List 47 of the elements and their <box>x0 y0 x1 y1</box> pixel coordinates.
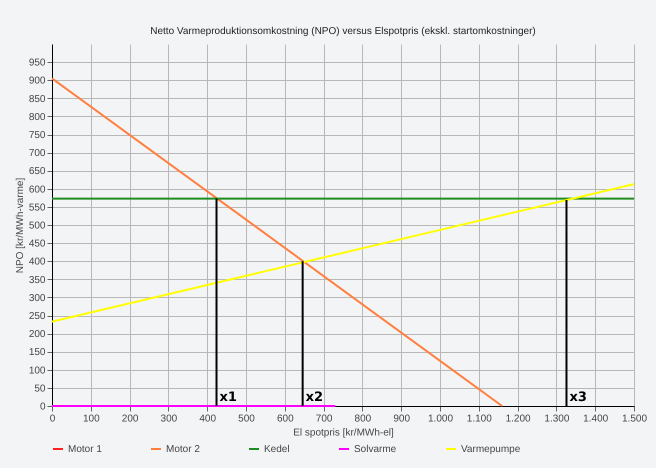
y-tick-label: 150 <box>28 347 46 358</box>
y-tick-label: 800 <box>28 112 46 123</box>
legend-label: Solvarme <box>354 444 397 455</box>
y-tick-label: 950 <box>28 58 46 69</box>
legend-label: Kedel <box>264 444 290 455</box>
y-tick-label: 0 <box>40 402 46 412</box>
y-tick-label: 200 <box>28 329 46 340</box>
x-tick-label: 0 <box>50 414 56 424</box>
x-tick-label: 1.400 <box>583 414 609 424</box>
x-tick-label: 200 <box>122 414 139 424</box>
x-tick-label: 600 <box>276 414 294 424</box>
x-tick-label: 400 <box>199 414 216 424</box>
y-tick-label: 300 <box>28 292 46 304</box>
y-tick-label: 600 <box>28 184 46 196</box>
x-axis-title: El spotpris [kr/MWh-el] <box>293 428 394 438</box>
chart-title: Netto Varmeproduktionsomkostning (NPO) versus Elspotpris (ekskl. startomkostninger) <box>150 26 536 37</box>
y-tick-label: 450 <box>28 238 46 250</box>
x-tick-label: 1.100 <box>466 414 492 424</box>
x-tick-label: 800 <box>354 414 372 424</box>
x-tick-label: 500 <box>238 414 256 424</box>
y-tick-label: 50 <box>34 383 46 394</box>
y-tick-label: 250 <box>28 311 46 322</box>
x-tick-label: 900 <box>393 414 410 424</box>
y-tick-label: 900 <box>28 76 46 87</box>
y-tick-label: 750 <box>28 130 46 141</box>
x-tick-label: 1.200 <box>506 414 532 424</box>
x-tick-label: 300 <box>160 414 178 424</box>
y-tick-label: 650 <box>28 166 46 178</box>
y-tick-label: 400 <box>28 256 46 268</box>
y-tick-label: 350 <box>28 274 46 286</box>
x-tick-label: 1.300 <box>544 414 570 424</box>
x-tick-label: 700 <box>316 414 333 424</box>
x-tick-label: 1.500 <box>622 414 648 424</box>
y-tick-label: 500 <box>28 220 46 232</box>
annotation: x1 <box>220 390 237 405</box>
annotation: x2 <box>306 390 324 405</box>
y-tick-label: 100 <box>28 365 46 376</box>
x-tick-label: 100 <box>82 414 100 424</box>
y-tick-label: 700 <box>28 148 46 160</box>
y-axis-title: NPO [kr/MWh-varme] <box>14 178 26 274</box>
legend-label: Varmepumpe <box>461 444 521 455</box>
y-tick-label: 850 <box>28 94 46 105</box>
legend-label: Motor 1 <box>68 444 102 455</box>
legend-label: Motor 2 <box>166 444 200 455</box>
y-tick-label: 550 <box>28 202 46 214</box>
annotation: x3 <box>569 390 587 405</box>
x-tick-label: 1.000 <box>428 414 454 424</box>
